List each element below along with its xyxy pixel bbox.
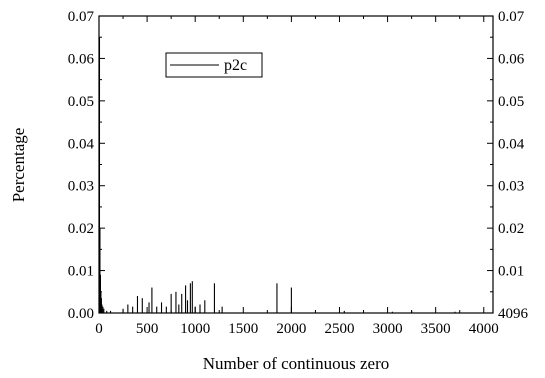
x-tick-label-8: 4000 bbox=[469, 321, 499, 337]
y-tick-label-6: 0.06 bbox=[68, 51, 95, 67]
y-tick-label-right-4: 0.04 bbox=[498, 136, 525, 152]
y-tick-label-right-1: 0.01 bbox=[498, 264, 524, 280]
y-tick-label-3: 0.03 bbox=[68, 179, 94, 195]
y-tick-label-right-0: 4096 bbox=[498, 306, 529, 322]
x-tick-label-4: 2000 bbox=[276, 321, 306, 337]
y-tick-label-2: 0.02 bbox=[68, 221, 94, 237]
y-axis-title: Percentage bbox=[9, 128, 28, 203]
plot-frame bbox=[98, 15, 494, 314]
x-tick-label-3: 1500 bbox=[228, 321, 258, 337]
y-tick-label-5: 0.05 bbox=[68, 94, 94, 110]
y-tick-label-right-2: 0.02 bbox=[498, 221, 524, 237]
x-tick-label-1: 500 bbox=[136, 321, 159, 337]
legend: p2c bbox=[165, 52, 263, 78]
y-tick-label-right-3: 0.03 bbox=[498, 179, 524, 195]
y-tick-label-7: 0.07 bbox=[68, 9, 95, 25]
legend-label-p2c: p2c bbox=[224, 57, 247, 74]
x-tick-label-2: 1000 bbox=[180, 321, 210, 337]
x-axis-title: Number of continuous zero bbox=[203, 354, 389, 373]
bar-series bbox=[98, 37, 456, 313]
y-tick-label-4: 0.04 bbox=[68, 136, 95, 152]
x-tick-label-7: 3500 bbox=[421, 321, 451, 337]
y-tick-label-right-5: 0.05 bbox=[498, 94, 524, 110]
y-tick-label-1: 0.01 bbox=[68, 264, 94, 280]
x-tick-label-0: 0 bbox=[95, 321, 103, 337]
x-tick-label-5: 2500 bbox=[324, 321, 354, 337]
y-tick-label-right-6: 0.06 bbox=[498, 51, 525, 67]
y-tick-label-0: 0.00 bbox=[68, 306, 94, 322]
y-tick-label-right-7: 0.07 bbox=[498, 9, 525, 25]
x-tick-label-6: 3000 bbox=[373, 321, 403, 337]
axis-ticks: 0 500 1000 1500 2000 2500 3000 3500 4000 0.00 4096… bbox=[68, 9, 529, 337]
